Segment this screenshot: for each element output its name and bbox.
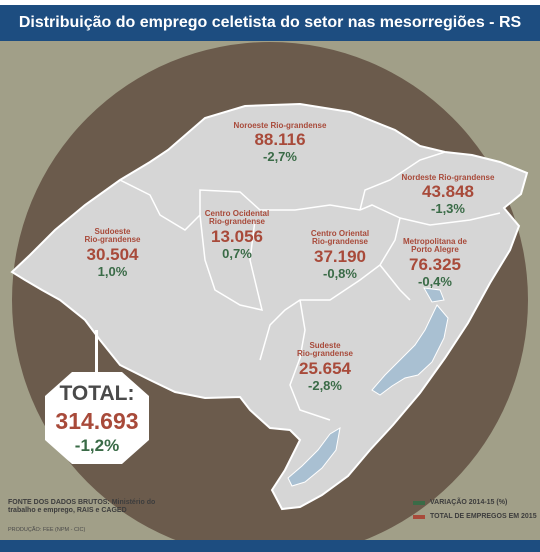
total-label: TOTAL: [59, 382, 135, 405]
region-name-line1: Sudeste [309, 341, 341, 350]
map-title: Distribuição do emprego celetista do set… [18, 14, 522, 31]
region-total: 88.116 [254, 130, 306, 150]
region-variation: -2,8% [308, 377, 342, 393]
region-centro-oriental: Centro Oriental Rio-grandense 37.190 -0,… [295, 229, 385, 281]
legend-label: VARIAÇÃO 2014-15 (%) [430, 499, 508, 506]
region-total: 43.848 [422, 182, 474, 202]
total-variation: -1,2% [74, 436, 120, 455]
lagoa-dos-patos [371, 304, 449, 396]
region-name-line1: Sudoeste [94, 227, 131, 236]
bottom-bar [0, 540, 540, 552]
region-sudoeste: Sudoeste Rio-grandense 30.504 1,0% [70, 227, 155, 279]
region-name-line2: Porto Alegre [411, 245, 459, 255]
legend-item-total: TOTAL DE EMPREGOS EM 2015 [413, 513, 537, 520]
title-bar: Distribuição do emprego celetista do set… [0, 0, 540, 41]
region-variation: -2,7% [263, 149, 297, 165]
total-value: 314.693 [55, 408, 139, 434]
region-total: 25.654 [299, 358, 351, 378]
region-total: 13.056 [211, 226, 263, 246]
legend-item-variation: VARIAÇÃO 2014-15 (%) [413, 499, 537, 506]
region-total: 30.504 [86, 244, 139, 264]
region-name-line2: Rio-grandense [208, 217, 265, 227]
region-name-line2: Rio-grandense [296, 349, 353, 359]
region-sudeste: Sudeste Rio-grandense 25.654 -2,8% [280, 341, 370, 393]
lagoa-mirim [287, 427, 341, 487]
title-band [0, 5, 540, 41]
total-pin [95, 330, 98, 382]
region-borders [119, 151, 501, 421]
total-octagon [45, 372, 149, 464]
region-total: 76.325 [409, 254, 461, 274]
region-name-line2: Rio-grandense [84, 235, 141, 245]
region-name: Nordeste Rio-grandense [401, 173, 495, 182]
region-name-line1: Metropolitana de [402, 237, 467, 246]
legend-swatch [413, 500, 425, 505]
legend: VARIAÇÃO 2014-15 (%) TOTAL DE EMPREGOS E… [413, 499, 537, 527]
region-variation: -0,4% [418, 273, 452, 289]
region-variation: -1,3% [431, 201, 465, 217]
region-noroeste: Noroeste Rio-grandense 88.116 -2,7% [225, 121, 335, 165]
region-metropolitana: Metropolitana de Porto Alegre 76.325 -0,… [390, 237, 480, 289]
region-variation: 1,0% [97, 263, 128, 279]
region-nordeste: Nordeste Rio-grandense 43.848 -1,3% [393, 173, 503, 217]
state-shape [10, 102, 529, 511]
region-name-line1: Centro Oriental [310, 229, 370, 238]
region-name-line2: Rio-grandense [311, 237, 368, 247]
region-variation: -0,8% [323, 265, 357, 281]
legend-label: TOTAL DE EMPREGOS EM 2015 [430, 513, 537, 520]
region-total: 37.190 [314, 246, 366, 266]
region-name-line1: Centro Ocidental [204, 209, 270, 218]
region-name: Noroeste Rio-grandense [233, 121, 327, 130]
region-centro-ocidental: Centro Ocidental Rio-grandense 13.056 0,… [192, 209, 282, 261]
small-lagoon [423, 287, 445, 303]
production-credit: PRODUÇÃO: FEE (NPM - CIC) [8, 527, 86, 533]
total-box: TOTAL: 314.693 -1,2% [45, 372, 149, 464]
region-variation: 0,7% [222, 245, 252, 261]
source-note: FONTE DOS DADOS BRUTOS: Ministério do tr… [8, 499, 156, 515]
legend-swatch [413, 514, 425, 519]
